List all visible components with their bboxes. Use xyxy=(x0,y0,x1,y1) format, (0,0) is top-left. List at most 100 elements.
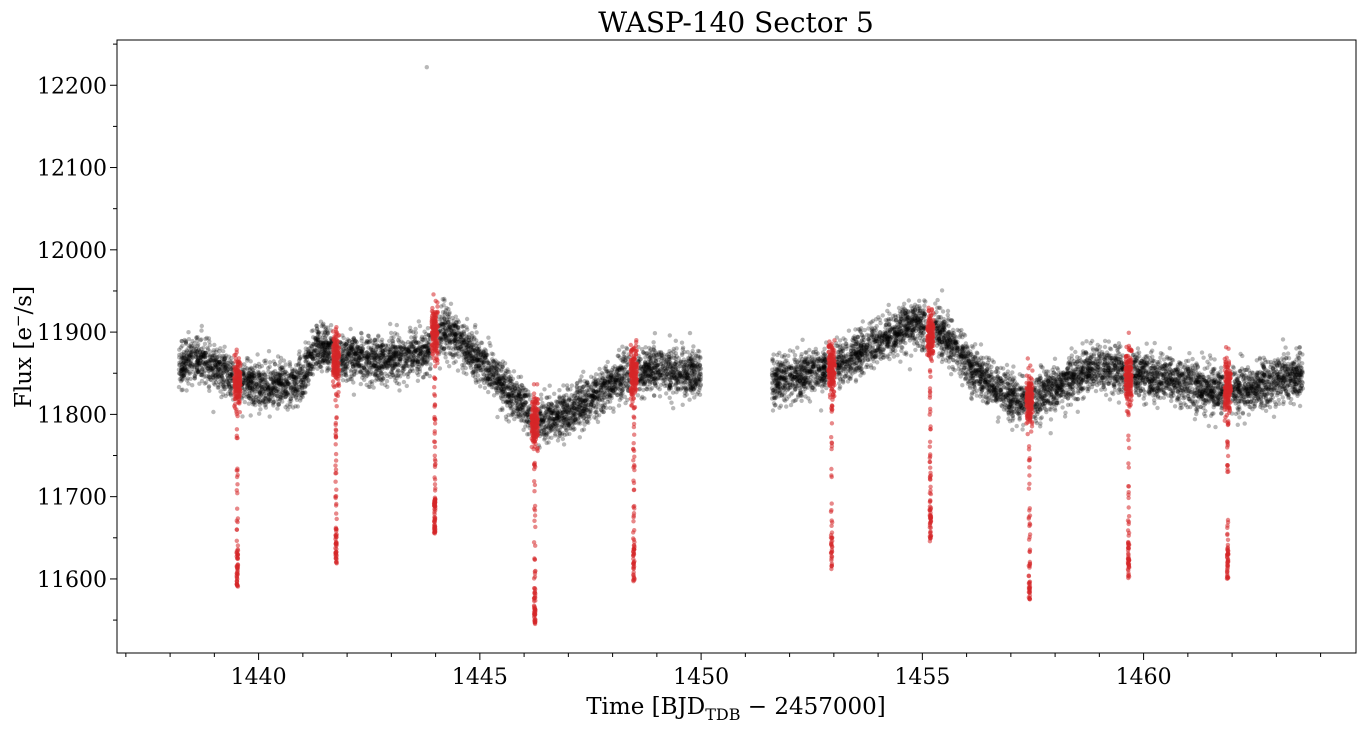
flux-point xyxy=(258,398,263,403)
flux-point xyxy=(327,357,333,362)
data-points xyxy=(176,65,1306,627)
flux-point xyxy=(409,344,415,349)
flux-point xyxy=(206,374,211,379)
flux-point xyxy=(520,383,525,388)
flux-point xyxy=(544,432,549,438)
flux-point xyxy=(451,360,456,366)
flux-point xyxy=(374,344,380,350)
flux-point xyxy=(228,359,234,365)
flux-point xyxy=(564,428,569,433)
flux-point xyxy=(665,371,670,376)
flux-point xyxy=(576,421,581,426)
flux-point xyxy=(255,352,260,357)
flux-point xyxy=(507,400,512,406)
flux-point xyxy=(662,383,668,389)
flux-point xyxy=(277,398,282,404)
flux-point xyxy=(401,365,406,370)
flux-point xyxy=(321,340,326,346)
flux-point xyxy=(464,371,469,377)
flux-point xyxy=(460,343,465,348)
flux-point xyxy=(671,353,677,358)
flux-point xyxy=(180,343,185,348)
flux-point xyxy=(385,343,390,348)
flux-point xyxy=(605,378,611,384)
flux-point xyxy=(612,366,617,372)
flux-point xyxy=(680,371,685,376)
flux-point xyxy=(195,358,200,363)
flux-point xyxy=(280,395,285,400)
flux-point xyxy=(398,346,403,351)
flux-point xyxy=(383,360,389,365)
flux-point xyxy=(413,330,419,335)
flux-point xyxy=(394,373,399,378)
flux-point xyxy=(518,374,524,379)
flux-point xyxy=(225,391,231,396)
flux-point xyxy=(453,314,458,319)
flux-point xyxy=(254,363,260,369)
flux-point xyxy=(199,354,204,360)
flux-point xyxy=(398,374,403,379)
flux-point xyxy=(272,362,278,367)
flux-point xyxy=(501,382,506,387)
flux-point xyxy=(447,351,453,357)
flux-point xyxy=(463,365,468,371)
flux-point xyxy=(519,388,524,394)
flux-point xyxy=(498,407,503,413)
flux-point xyxy=(313,336,318,341)
flux-point xyxy=(423,344,428,349)
flux-point xyxy=(307,362,312,368)
flux-point xyxy=(673,367,678,372)
flux-point xyxy=(407,346,412,351)
flux-point xyxy=(188,355,193,360)
flux-point xyxy=(319,369,325,374)
flux-point xyxy=(185,367,190,372)
flux-point xyxy=(692,395,697,400)
flux-point xyxy=(373,378,378,383)
flux-point xyxy=(318,319,324,324)
flux-point xyxy=(661,371,666,376)
flux-point xyxy=(199,323,204,329)
flux-point xyxy=(620,376,625,382)
flux-point xyxy=(624,345,629,351)
flux-point xyxy=(694,392,699,397)
flux-point xyxy=(285,407,290,412)
flux-point xyxy=(452,322,457,327)
flux-point xyxy=(287,360,292,365)
flux-point xyxy=(597,397,602,402)
flux-point xyxy=(389,330,394,336)
flux-point xyxy=(285,380,291,385)
flux-point xyxy=(674,377,679,382)
flux-point xyxy=(408,354,414,359)
flux-point xyxy=(364,363,369,368)
flux-point xyxy=(226,354,232,359)
flux-point xyxy=(400,368,405,374)
flux-point xyxy=(390,344,396,349)
flux-point xyxy=(321,324,326,329)
flux-point xyxy=(601,409,606,415)
flux-point xyxy=(388,374,393,380)
flux-point xyxy=(316,362,321,367)
flux-point xyxy=(582,409,587,414)
flux-point xyxy=(698,354,703,360)
flux-point xyxy=(442,310,448,315)
flux-point xyxy=(695,377,700,382)
flux-point xyxy=(592,395,597,401)
flux-point xyxy=(322,330,328,336)
flux-point xyxy=(211,381,217,386)
flux-point xyxy=(442,346,447,352)
flux-point xyxy=(561,383,566,388)
flux-point xyxy=(486,335,491,340)
flux-point xyxy=(683,386,688,391)
flux-point xyxy=(315,337,321,342)
flux-point xyxy=(624,379,629,384)
flux-point xyxy=(617,397,622,403)
flux-point xyxy=(667,333,672,338)
flux-point xyxy=(523,411,528,416)
flux-point xyxy=(278,385,283,390)
flux-point xyxy=(478,368,483,373)
flux-point xyxy=(364,349,370,355)
flux-point xyxy=(225,372,230,378)
flux-point xyxy=(271,375,276,380)
flux-point xyxy=(248,413,253,418)
flux-point xyxy=(577,385,582,391)
